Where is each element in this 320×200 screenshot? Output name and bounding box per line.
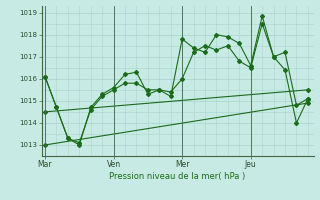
X-axis label: Pression niveau de la mer( hPa ): Pression niveau de la mer( hPa ) — [109, 172, 246, 181]
